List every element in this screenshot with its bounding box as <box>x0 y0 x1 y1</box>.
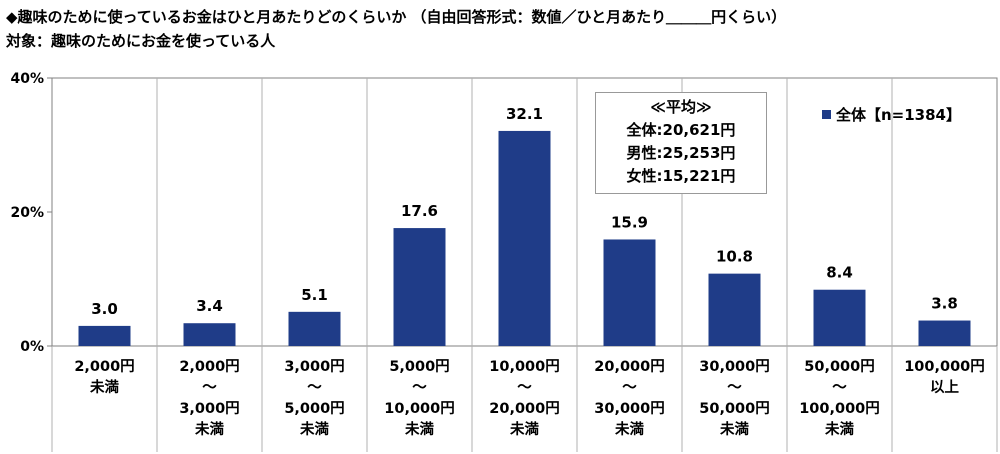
x-tick-label: 2,000円 <box>179 358 239 375</box>
x-tick-label: 2,000円 <box>74 358 134 375</box>
x-tick-label: 3,000円 <box>284 358 344 375</box>
x-tick-label: ～ <box>202 380 217 396</box>
data-label: 3.0 <box>91 300 118 318</box>
x-tick-label: 未満 <box>299 420 329 438</box>
y-tick-label: 40% <box>10 71 44 87</box>
x-tick-label: 30,000円 <box>594 400 664 417</box>
x-tick-label: 10,000円 <box>384 400 454 417</box>
x-tick-label: 5,000円 <box>284 400 344 417</box>
x-tick-label: ～ <box>622 380 637 396</box>
bar <box>78 325 131 346</box>
bar <box>708 273 761 346</box>
x-tick-label: 10,000円 <box>489 358 559 375</box>
legend: 全体【n=1384】 <box>822 104 961 125</box>
x-tick-label: 30,000円 <box>699 358 769 375</box>
x-tick-label: 50,000円 <box>699 400 769 417</box>
bar <box>183 323 236 346</box>
x-tick-label: 5,000円 <box>389 358 449 375</box>
x-tick-label: 未満 <box>89 378 119 396</box>
x-tick-label: 3,000円 <box>179 400 239 417</box>
x-tick-label: 100,000円 <box>799 400 880 417</box>
average-male: 男性:25,253円 <box>626 144 736 162</box>
x-tick-label: 100,000円 <box>904 358 985 375</box>
x-tick-label: ～ <box>517 380 532 396</box>
x-tick-label: ～ <box>307 380 322 396</box>
data-label: 15.9 <box>611 213 648 231</box>
data-label: 8.4 <box>826 264 853 282</box>
x-tick-label: 未満 <box>824 420 854 438</box>
chart-title: ◆趣味のために使っているお金はひと月あたりどのくらいか （自由回答形式：数値／ひ… <box>6 8 787 26</box>
x-tick-label: ～ <box>727 380 742 396</box>
data-label: 5.1 <box>301 286 328 304</box>
bar <box>393 228 446 346</box>
x-tick-label: 未満 <box>509 420 539 438</box>
average-total: 全体:20,621円 <box>626 121 736 139</box>
chart-subtitle: 対象：趣味のためにお金を使っている人 <box>6 32 276 50</box>
x-tick-label: 未満 <box>194 420 224 438</box>
legend-swatch <box>822 110 831 119</box>
legend-label: 全体【n=1384】 <box>836 106 961 124</box>
x-tick-label: 以上 <box>930 379 959 396</box>
y-tick-label: 20% <box>10 205 44 221</box>
data-label: 10.8 <box>716 248 753 266</box>
data-label: 17.6 <box>401 202 438 220</box>
x-tick-label: 未満 <box>719 420 749 438</box>
bar <box>498 130 551 346</box>
x-tick-label: 50,000円 <box>804 358 874 375</box>
x-tick-label: ～ <box>412 380 427 396</box>
data-label: 3.4 <box>196 297 223 315</box>
y-tick-label: 0% <box>20 339 44 355</box>
bar <box>288 311 341 346</box>
average-female: 女性:15,221円 <box>626 167 736 185</box>
data-label: 3.8 <box>931 295 958 313</box>
average-heading: ≪平均≫ <box>650 98 712 116</box>
x-tick-label: 未満 <box>614 420 644 438</box>
bar <box>603 239 656 346</box>
x-tick-label: 20,000円 <box>489 400 559 417</box>
x-tick-label: ～ <box>832 380 847 396</box>
bar <box>813 289 866 346</box>
data-label: 32.1 <box>506 105 543 123</box>
x-tick-label: 20,000円 <box>594 358 664 375</box>
x-tick-label: 未満 <box>404 420 434 438</box>
bar <box>918 320 971 346</box>
average-box: ≪平均≫ 全体:20,621円 男性:25,253円 女性:15,221円 <box>595 92 767 194</box>
